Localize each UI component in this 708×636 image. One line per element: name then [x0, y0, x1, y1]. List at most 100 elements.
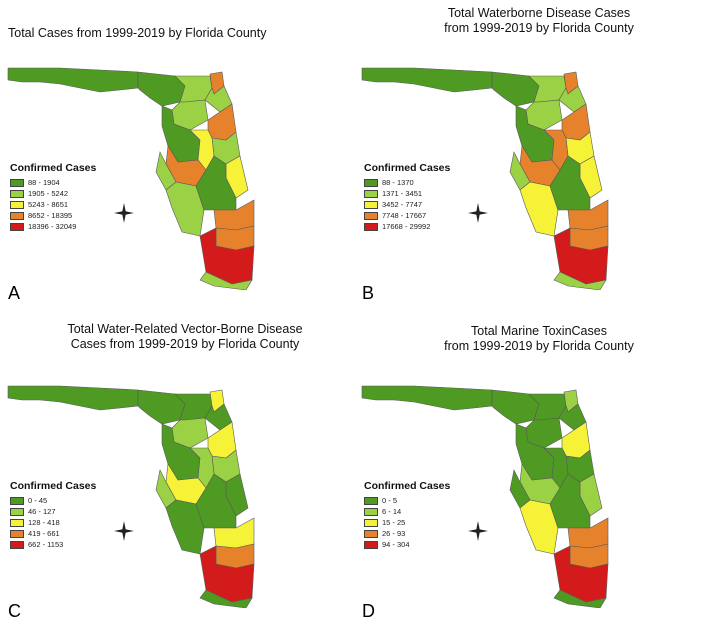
legend-item: 128 - 418	[10, 517, 96, 528]
florida-map	[7, 67, 255, 290]
legend-swatch	[10, 496, 24, 505]
legend-swatch	[364, 507, 378, 516]
legend-item: 0 - 45	[10, 495, 96, 506]
legend-swatch	[364, 222, 378, 231]
legend-item: 1905 - 5242	[10, 188, 96, 199]
legend-label: 5243 - 8651	[28, 200, 69, 209]
legend-swatch	[364, 211, 378, 220]
legend-item: 8652 - 18395	[10, 210, 96, 221]
title-line-1: Total Marine ToxinCases	[471, 324, 607, 338]
legend-swatch	[364, 496, 378, 505]
legend-item: 94 - 304	[364, 539, 450, 550]
legend-swatch	[10, 222, 24, 231]
legend-label: 1905 - 5242	[28, 189, 69, 198]
map-panel-a: Total Cases from 1999-2019 by Florida Co…	[0, 0, 354, 318]
legend-label: 18396 - 32049	[28, 222, 77, 231]
title-line-2: Cases from 1999-2019 by Florida County	[70, 337, 300, 351]
florida-map	[361, 385, 609, 608]
legend-swatch	[10, 507, 24, 516]
legend-label: 0 - 5	[382, 496, 398, 505]
legend-label: 3452 - 7747	[382, 200, 423, 209]
county-region-southwest	[165, 499, 205, 555]
legend-label: 94 - 304	[382, 540, 410, 549]
legend-swatch	[10, 518, 24, 527]
legend-item: 26 - 93	[364, 528, 450, 539]
map-panel-b: Total Waterborne Disease Cases from 1999…	[354, 0, 708, 318]
legend-item: 3452 - 7747	[364, 199, 450, 210]
legend-swatch	[364, 189, 378, 198]
legend-swatch	[10, 178, 24, 187]
legend-item: 419 - 661	[10, 528, 96, 539]
map-title: Total Waterborne Disease Cases from 1999…	[384, 6, 694, 36]
compass-rose-icon	[468, 521, 488, 541]
map-legend: Confirmed Cases 0 - 5 6 - 14 15 - 25 26 …	[364, 480, 450, 550]
county-region-southwest	[519, 499, 559, 555]
county-region-panhandle	[361, 385, 493, 411]
legend-item: 18396 - 32049	[10, 221, 96, 232]
title-line-2: from 1999-2019 by Florida County	[444, 21, 634, 35]
legend-swatch	[364, 540, 378, 549]
county-region-keys	[199, 271, 253, 290]
title-line-1: Total Cases from 1999-2019 by Florida Co…	[8, 26, 267, 40]
legend-swatch	[10, 540, 24, 549]
county-region-broward	[215, 543, 255, 569]
compass-rose-icon	[114, 203, 134, 223]
legend-swatch	[364, 200, 378, 209]
legend-label: 6 - 14	[382, 507, 402, 516]
legend-label: 128 - 418	[28, 518, 60, 527]
county-region-broward	[569, 543, 609, 569]
county-region-southwest	[519, 181, 559, 237]
legend-item: 7748 - 17667	[364, 210, 450, 221]
map-legend: Confirmed Cases 88 - 1904 1905 - 5242 52…	[10, 162, 96, 232]
panel-letter: D	[362, 601, 375, 621]
map-title: Total Marine ToxinCases from 1999-2019 b…	[384, 324, 694, 354]
legend-label: 419 - 661	[28, 529, 60, 538]
legend-item: 0 - 5	[364, 495, 450, 506]
compass-rose-icon	[468, 203, 488, 223]
county-region-keys	[553, 589, 607, 608]
florida-map	[361, 67, 609, 290]
map-title: Total Cases from 1999-2019 by Florida Co…	[8, 26, 266, 41]
legend-item: 1371 - 3451	[364, 188, 450, 199]
legend-swatch	[10, 211, 24, 220]
panel-letter: A	[8, 283, 21, 303]
legend-item: 46 - 127	[10, 506, 96, 517]
county-region-keys	[553, 271, 607, 290]
county-region-broward	[215, 225, 255, 251]
county-region-keys	[199, 589, 253, 608]
panel-letter: C	[8, 601, 21, 621]
legend-item: 662 - 1153	[10, 539, 96, 550]
legend-swatch	[10, 200, 24, 209]
legend-swatch	[10, 529, 24, 538]
county-region-panhandle	[7, 67, 139, 93]
county-region-panhandle	[361, 67, 493, 93]
compass-rose-icon	[114, 521, 134, 541]
title-line-1: Total Waterborne Disease Cases	[447, 6, 631, 20]
legend-label: 26 - 93	[382, 529, 406, 538]
legend-item: 15 - 25	[364, 517, 450, 528]
legend-swatch	[364, 529, 378, 538]
title-line-1: Total Water-Related Vector-Borne Disease	[67, 322, 303, 336]
county-region-south_central	[549, 473, 591, 529]
florida-map	[7, 385, 255, 608]
map-title: Total Water-Related Vector-Borne Disease…	[30, 322, 340, 352]
map-panel-c: Total Water-Related Vector-Borne Disease…	[0, 318, 354, 636]
county-region-southwest	[165, 181, 205, 237]
legend-label: 1371 - 3451	[382, 189, 423, 198]
county-region-south_central	[195, 473, 237, 529]
legend-title: Confirmed Cases	[10, 162, 97, 174]
legend-label: 0 - 45	[28, 496, 48, 505]
legend-label: 88 - 1370	[382, 178, 414, 187]
legend-title: Confirmed Cases	[364, 162, 451, 174]
map-legend: Confirmed Cases 0 - 45 46 - 127 128 - 41…	[10, 480, 96, 550]
legend-label: 17668 - 29992	[382, 222, 431, 231]
legend-item: 17668 - 29992	[364, 221, 450, 232]
title-line-2: from 1999-2019 by Florida County	[444, 339, 634, 353]
map-legend: Confirmed Cases 88 - 1370 1371 - 3451 34…	[364, 162, 450, 232]
legend-swatch	[364, 518, 378, 527]
panel-letter: B	[362, 283, 375, 303]
county-region-panhandle	[7, 385, 139, 411]
legend-title: Confirmed Cases	[10, 480, 97, 492]
legend-label: 46 - 127	[28, 507, 56, 516]
map-panel-d: Total Marine ToxinCases from 1999-2019 b…	[354, 318, 708, 636]
